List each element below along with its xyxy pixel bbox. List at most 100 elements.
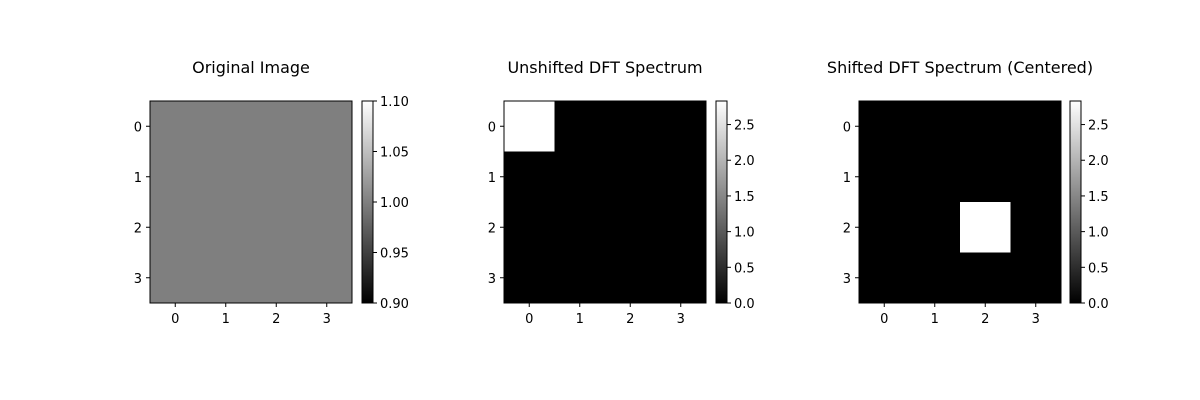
heatmap-cell: [655, 202, 707, 253]
heatmap-cell: [1010, 202, 1062, 253]
colorbar: 0.0 0.5 1.0 1.5 2.0 2.5: [715, 100, 755, 312]
x-tick-label: 0: [880, 312, 888, 327]
chart-title: Original Image: [192, 58, 310, 77]
y-tick-label: 0: [134, 120, 142, 135]
heatmap-cell: [859, 151, 910, 203]
heatmap-cell: [251, 151, 302, 203]
y-tick-label: 3: [134, 272, 142, 287]
heatmap-panel-1: Unshifted DFT Spectrum 0 1 2 3 0 1 2 3 0.0 0.5 1.0 1…: [488, 58, 755, 327]
heatmap-cell: [859, 202, 910, 253]
chart-title: Shifted DFT Spectrum (Centered): [827, 58, 1093, 77]
colorbar-tick-label: 2.0: [1088, 154, 1109, 169]
heatmap-cell: [605, 252, 656, 304]
heatmap-cell: [251, 202, 302, 253]
heatmap-cell: [504, 252, 555, 304]
colorbar: 0.90 0.95 1.00 1.05 1.10: [361, 95, 409, 312]
colorbar-tick-label: 0.5: [1088, 261, 1109, 276]
heatmap-cell: [605, 151, 656, 203]
colorbar-gradient: [1069, 100, 1082, 304]
heatmap-cell: [859, 101, 910, 152]
colorbar-gradient: [361, 100, 374, 304]
heatmap-cell: [909, 101, 961, 152]
x-tick-label: 1: [576, 312, 584, 327]
y-tick-label: 1: [488, 171, 496, 186]
heatmap-cell: [150, 101, 201, 152]
y-tick-label: 1: [134, 171, 142, 186]
heatmap-cell: [554, 202, 606, 253]
colorbar-tick-label: 1.05: [380, 146, 409, 161]
heatmap-cell: [960, 151, 1011, 203]
heatmap-panel-2: Shifted DFT Spectrum (Centered) 0 1 2 3 0 1 2 3 0…: [827, 58, 1109, 327]
heatmap-cell: [605, 101, 656, 152]
colorbar-tick-label: 1.00: [380, 196, 409, 211]
heatmap-cell: [909, 202, 961, 253]
heatmap-cell: [150, 151, 201, 203]
colorbar-tick-label: 0.0: [1088, 297, 1109, 312]
heatmap-cell: [1010, 252, 1062, 304]
x-tick-label: 2: [981, 312, 989, 327]
colorbar-tick-label: 2.0: [734, 154, 755, 169]
y-tick-label: 2: [843, 221, 851, 236]
colorbar-tick-label: 2.5: [734, 119, 755, 134]
colorbar-tick-label: 1.5: [1088, 190, 1109, 205]
heatmap-cell: [859, 252, 910, 304]
heatmap-cell: [150, 252, 201, 304]
heatmap-cell: [504, 151, 555, 203]
colorbar-tick-label: 0.95: [380, 247, 409, 262]
heatmap-cell: [301, 101, 353, 152]
y-tick-label: 3: [843, 272, 851, 287]
heatmap-cell: [554, 101, 606, 152]
heatmap-cell: [554, 252, 606, 304]
heatmap-cell: [301, 252, 353, 304]
axes-frame: [149, 100, 353, 304]
colorbar: 0.0 0.5 1.0 1.5 2.0 2.5: [1069, 100, 1109, 312]
y-tick-label: 2: [488, 221, 496, 236]
x-tick-label: 3: [677, 312, 685, 327]
heatmap-cell: [200, 252, 252, 304]
colorbar-tick-label: 1.0: [734, 226, 755, 241]
colorbar-gradient: [715, 100, 728, 304]
heatmap-panel-0: Original Image 0 1 2 3 0 1 2 3 0.90 0.95 1.00 1.05 1.…: [134, 58, 409, 327]
colorbar-tick-label: 0.0: [734, 297, 755, 312]
x-tick-label: 3: [323, 312, 331, 327]
axes-frame: [503, 100, 707, 304]
x-tick-label: 2: [626, 312, 634, 327]
heatmap-cell: [1010, 101, 1062, 152]
heatmap-cell: [1010, 151, 1062, 203]
heatmap-cell: [960, 101, 1011, 152]
colorbar-tick-label: 1.5: [734, 190, 755, 205]
heatmap-cell: [150, 202, 201, 253]
heatmap-cell: [605, 202, 656, 253]
heatmap-cell: [301, 202, 353, 253]
heatmap-cell: [960, 252, 1011, 304]
y-tick-label: 1: [843, 171, 851, 186]
colorbar-tick-label: 0.90: [380, 297, 409, 312]
heatmap-cell: [655, 252, 707, 304]
heatmap-cell: [200, 151, 252, 203]
heatmap-cell: [909, 151, 961, 203]
x-tick-label: 1: [222, 312, 230, 327]
y-tick-label: 3: [488, 272, 496, 287]
x-tick-label: 0: [171, 312, 179, 327]
heatmap-cell: [251, 101, 302, 152]
heatmap-cell: [200, 202, 252, 253]
heatmap-cell: [960, 202, 1011, 253]
chart-title: Unshifted DFT Spectrum: [507, 58, 702, 77]
colorbar-tick-label: 1.10: [380, 95, 409, 110]
heatmap-cell: [909, 252, 961, 304]
heatmap-cell: [504, 202, 555, 253]
heatmap-cell: [554, 151, 606, 203]
x-tick-label: 0: [525, 312, 533, 327]
colorbar-tick-label: 2.5: [1088, 119, 1109, 134]
heatmap-cell: [504, 101, 555, 152]
heatmap-cell: [301, 151, 353, 203]
y-tick-label: 2: [134, 221, 142, 236]
x-tick-label: 3: [1032, 312, 1040, 327]
colorbar-tick-label: 0.5: [734, 261, 755, 276]
heatmap-cell: [655, 101, 707, 152]
y-tick-label: 0: [843, 120, 851, 135]
y-tick-label: 0: [488, 120, 496, 135]
heatmap-cell: [200, 101, 252, 152]
x-tick-label: 1: [931, 312, 939, 327]
